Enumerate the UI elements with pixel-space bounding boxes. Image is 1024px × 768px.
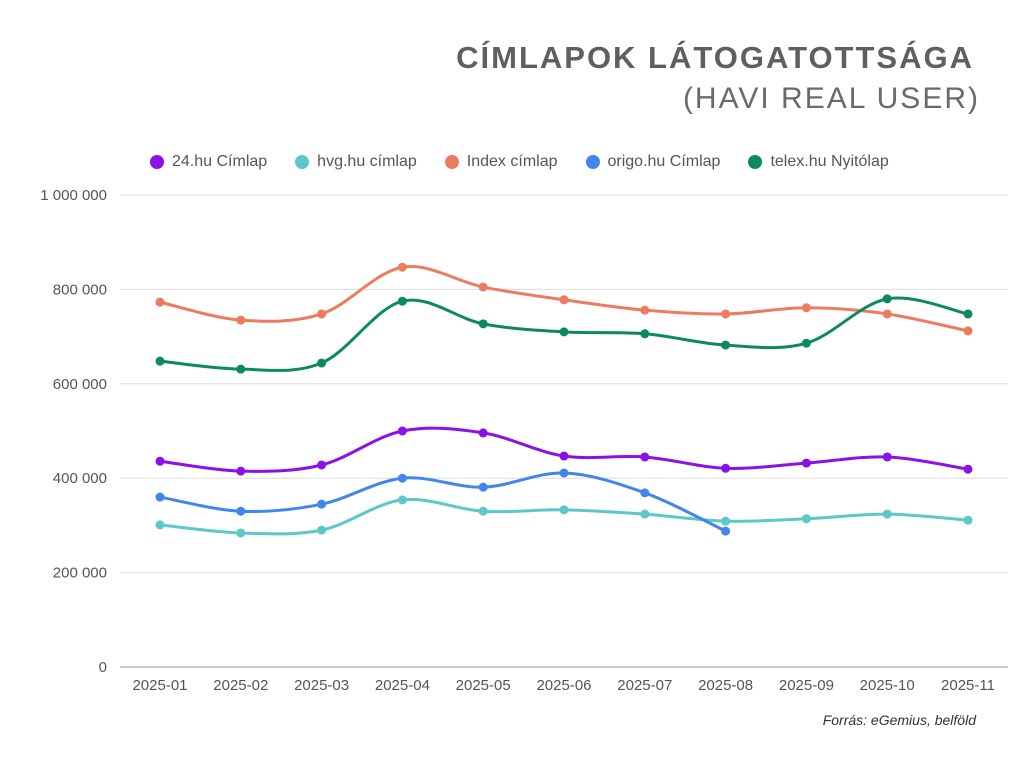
data-point — [882, 294, 892, 304]
data-point — [317, 358, 327, 368]
legend-swatch — [748, 155, 763, 169]
data-point — [882, 309, 892, 319]
data-point — [397, 296, 407, 306]
data-point — [721, 463, 731, 473]
series-line — [159, 497, 969, 536]
data-point — [801, 458, 811, 468]
legend-label: telex.hu Nyitólap — [770, 153, 889, 170]
data-point — [640, 305, 650, 315]
legend-item-origo[interactable]: origo.hu Címlap — [585, 153, 721, 171]
y-tick-label: 800 000 — [53, 281, 107, 298]
x-tick-label: 2025-06 — [536, 677, 591, 694]
data-point — [801, 514, 811, 524]
x-tick-label: 2025-01 — [132, 677, 187, 694]
data-point — [721, 309, 731, 319]
data-point — [721, 516, 731, 526]
data-point — [478, 319, 488, 329]
legend-swatch — [295, 155, 310, 169]
data-point — [397, 426, 407, 436]
data-point — [397, 495, 407, 505]
data-point — [963, 309, 973, 319]
data-point — [640, 509, 650, 519]
y-tick-label: 0 — [99, 659, 107, 676]
x-tick-label: 2025-08 — [698, 677, 753, 694]
x-tick-label: 2025-03 — [294, 677, 349, 694]
data-point — [559, 468, 569, 478]
data-point — [155, 297, 165, 307]
legend-item-hvg[interactable]: hvg.hu címlap — [295, 153, 417, 171]
x-tick-label: 2025-07 — [617, 677, 672, 694]
data-point — [236, 506, 246, 516]
legend-swatch — [150, 155, 164, 169]
data-point — [397, 262, 407, 272]
data-point — [640, 329, 650, 339]
y-tick-label: 200 000 — [53, 565, 107, 582]
y-tick-label: 1 000 000 — [40, 187, 107, 204]
x-tick-label: 2025-04 — [375, 677, 430, 694]
y-tick-label: 400 000 — [53, 470, 107, 487]
data-point — [559, 505, 569, 515]
data-point — [236, 466, 246, 476]
data-point — [801, 338, 811, 348]
legend-swatch — [585, 155, 600, 169]
series-line — [159, 426, 969, 473]
data-point — [478, 428, 488, 438]
legend-label: Index címlap — [466, 153, 558, 170]
x-tick-label: 2025-10 — [860, 677, 915, 694]
chart-subtitle: (HAVI REAL USER) — [682, 82, 980, 115]
data-point — [317, 460, 327, 470]
x-tick-label: 2025-09 — [779, 677, 834, 694]
legend-swatch — [444, 155, 459, 169]
legend-label: hvg.hu címlap — [317, 153, 417, 170]
data-point — [963, 326, 973, 336]
legend-item-telex[interactable]: telex.hu Nyitólap — [748, 153, 889, 171]
data-point — [236, 315, 246, 325]
data-point — [882, 509, 892, 519]
data-point — [963, 464, 973, 474]
x-tick-label: 2025-05 — [456, 677, 511, 694]
data-point — [155, 520, 165, 530]
data-point — [317, 525, 327, 535]
data-point — [236, 528, 246, 538]
data-point — [559, 295, 569, 305]
y-tick-label: 600 000 — [53, 376, 107, 393]
data-point — [963, 515, 973, 525]
legend: 24.hu Címlap hvg.hu címlap Index címlap … — [150, 153, 889, 171]
data-point — [640, 452, 650, 462]
source-note: Forrás: eGemius, belföld — [822, 712, 976, 728]
data-point — [478, 506, 488, 516]
legend-label: origo.hu Címlap — [607, 153, 721, 170]
data-point — [721, 340, 731, 350]
data-point — [317, 309, 327, 319]
data-point — [882, 452, 892, 462]
series-line — [159, 471, 727, 533]
data-point — [640, 488, 650, 498]
x-tick-label: 2025-11 — [941, 677, 995, 694]
legend-label: 24.hu Címlap — [172, 153, 268, 170]
data-point — [801, 303, 811, 313]
legend-item-index[interactable]: Index címlap — [444, 153, 558, 171]
data-point — [559, 327, 569, 337]
chart-title: CÍMLAPOK LÁTOGATOTTSÁGA — [456, 40, 974, 75]
data-point — [155, 356, 165, 366]
data-point — [721, 526, 731, 536]
data-point — [236, 364, 246, 374]
data-point — [478, 482, 488, 492]
data-point — [155, 456, 165, 466]
x-tick-label: 2025-02 — [213, 677, 268, 694]
data-point — [155, 492, 165, 502]
data-point — [317, 499, 327, 509]
data-point — [397, 473, 407, 483]
data-point — [478, 282, 488, 292]
legend-item-24hu[interactable]: 24.hu Címlap — [150, 153, 267, 171]
data-point — [559, 451, 569, 461]
